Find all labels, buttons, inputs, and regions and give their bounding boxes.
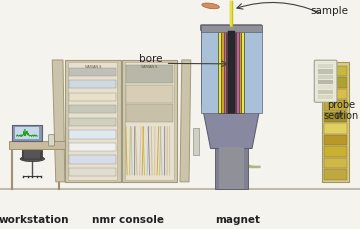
Text: probe
section: probe section [324, 99, 359, 121]
FancyBboxPatch shape [12, 125, 42, 142]
FancyBboxPatch shape [324, 158, 347, 168]
FancyBboxPatch shape [9, 142, 65, 149]
FancyBboxPatch shape [126, 66, 173, 84]
FancyBboxPatch shape [122, 61, 177, 182]
FancyBboxPatch shape [324, 78, 347, 88]
FancyBboxPatch shape [318, 70, 333, 74]
FancyBboxPatch shape [69, 106, 116, 114]
FancyBboxPatch shape [318, 65, 333, 69]
FancyBboxPatch shape [219, 148, 244, 189]
FancyBboxPatch shape [218, 32, 244, 113]
FancyBboxPatch shape [65, 61, 121, 182]
FancyBboxPatch shape [69, 81, 116, 89]
FancyBboxPatch shape [125, 63, 174, 180]
FancyBboxPatch shape [318, 80, 333, 85]
FancyBboxPatch shape [324, 89, 347, 100]
FancyBboxPatch shape [69, 131, 116, 139]
FancyBboxPatch shape [215, 148, 248, 189]
FancyBboxPatch shape [324, 147, 347, 157]
Text: sample: sample [310, 6, 348, 16]
FancyBboxPatch shape [69, 168, 116, 176]
FancyBboxPatch shape [15, 127, 39, 139]
FancyBboxPatch shape [226, 32, 237, 113]
FancyBboxPatch shape [322, 63, 349, 182]
FancyBboxPatch shape [314, 61, 337, 103]
Text: bore: bore [139, 54, 163, 64]
FancyBboxPatch shape [324, 66, 347, 77]
FancyBboxPatch shape [221, 32, 242, 113]
FancyBboxPatch shape [69, 93, 116, 101]
FancyBboxPatch shape [229, 32, 234, 113]
FancyBboxPatch shape [69, 118, 116, 126]
FancyBboxPatch shape [68, 63, 117, 180]
FancyBboxPatch shape [228, 32, 235, 113]
FancyBboxPatch shape [201, 32, 262, 113]
FancyBboxPatch shape [126, 105, 173, 123]
FancyBboxPatch shape [324, 135, 347, 145]
FancyBboxPatch shape [201, 26, 262, 33]
FancyBboxPatch shape [69, 68, 116, 76]
Ellipse shape [20, 156, 45, 162]
FancyBboxPatch shape [22, 139, 42, 159]
FancyBboxPatch shape [318, 75, 333, 79]
Text: VARIAN S: VARIAN S [141, 64, 158, 68]
Text: nmr console: nmr console [92, 215, 164, 224]
FancyBboxPatch shape [69, 156, 116, 164]
FancyBboxPatch shape [318, 90, 333, 95]
FancyBboxPatch shape [193, 128, 199, 156]
FancyBboxPatch shape [69, 143, 116, 151]
FancyBboxPatch shape [324, 169, 347, 180]
FancyBboxPatch shape [224, 32, 239, 113]
FancyBboxPatch shape [318, 85, 333, 90]
Text: workstation: workstation [0, 215, 69, 224]
Polygon shape [52, 61, 65, 182]
Ellipse shape [202, 4, 219, 10]
FancyBboxPatch shape [126, 85, 173, 103]
FancyBboxPatch shape [324, 112, 347, 123]
Text: VARIAN S: VARIAN S [85, 64, 101, 68]
FancyBboxPatch shape [324, 101, 347, 111]
FancyBboxPatch shape [324, 124, 347, 134]
Polygon shape [180, 61, 191, 182]
FancyBboxPatch shape [201, 26, 262, 32]
FancyBboxPatch shape [318, 95, 333, 100]
Polygon shape [202, 31, 261, 149]
FancyBboxPatch shape [49, 135, 54, 146]
Text: magnet: magnet [215, 215, 260, 224]
